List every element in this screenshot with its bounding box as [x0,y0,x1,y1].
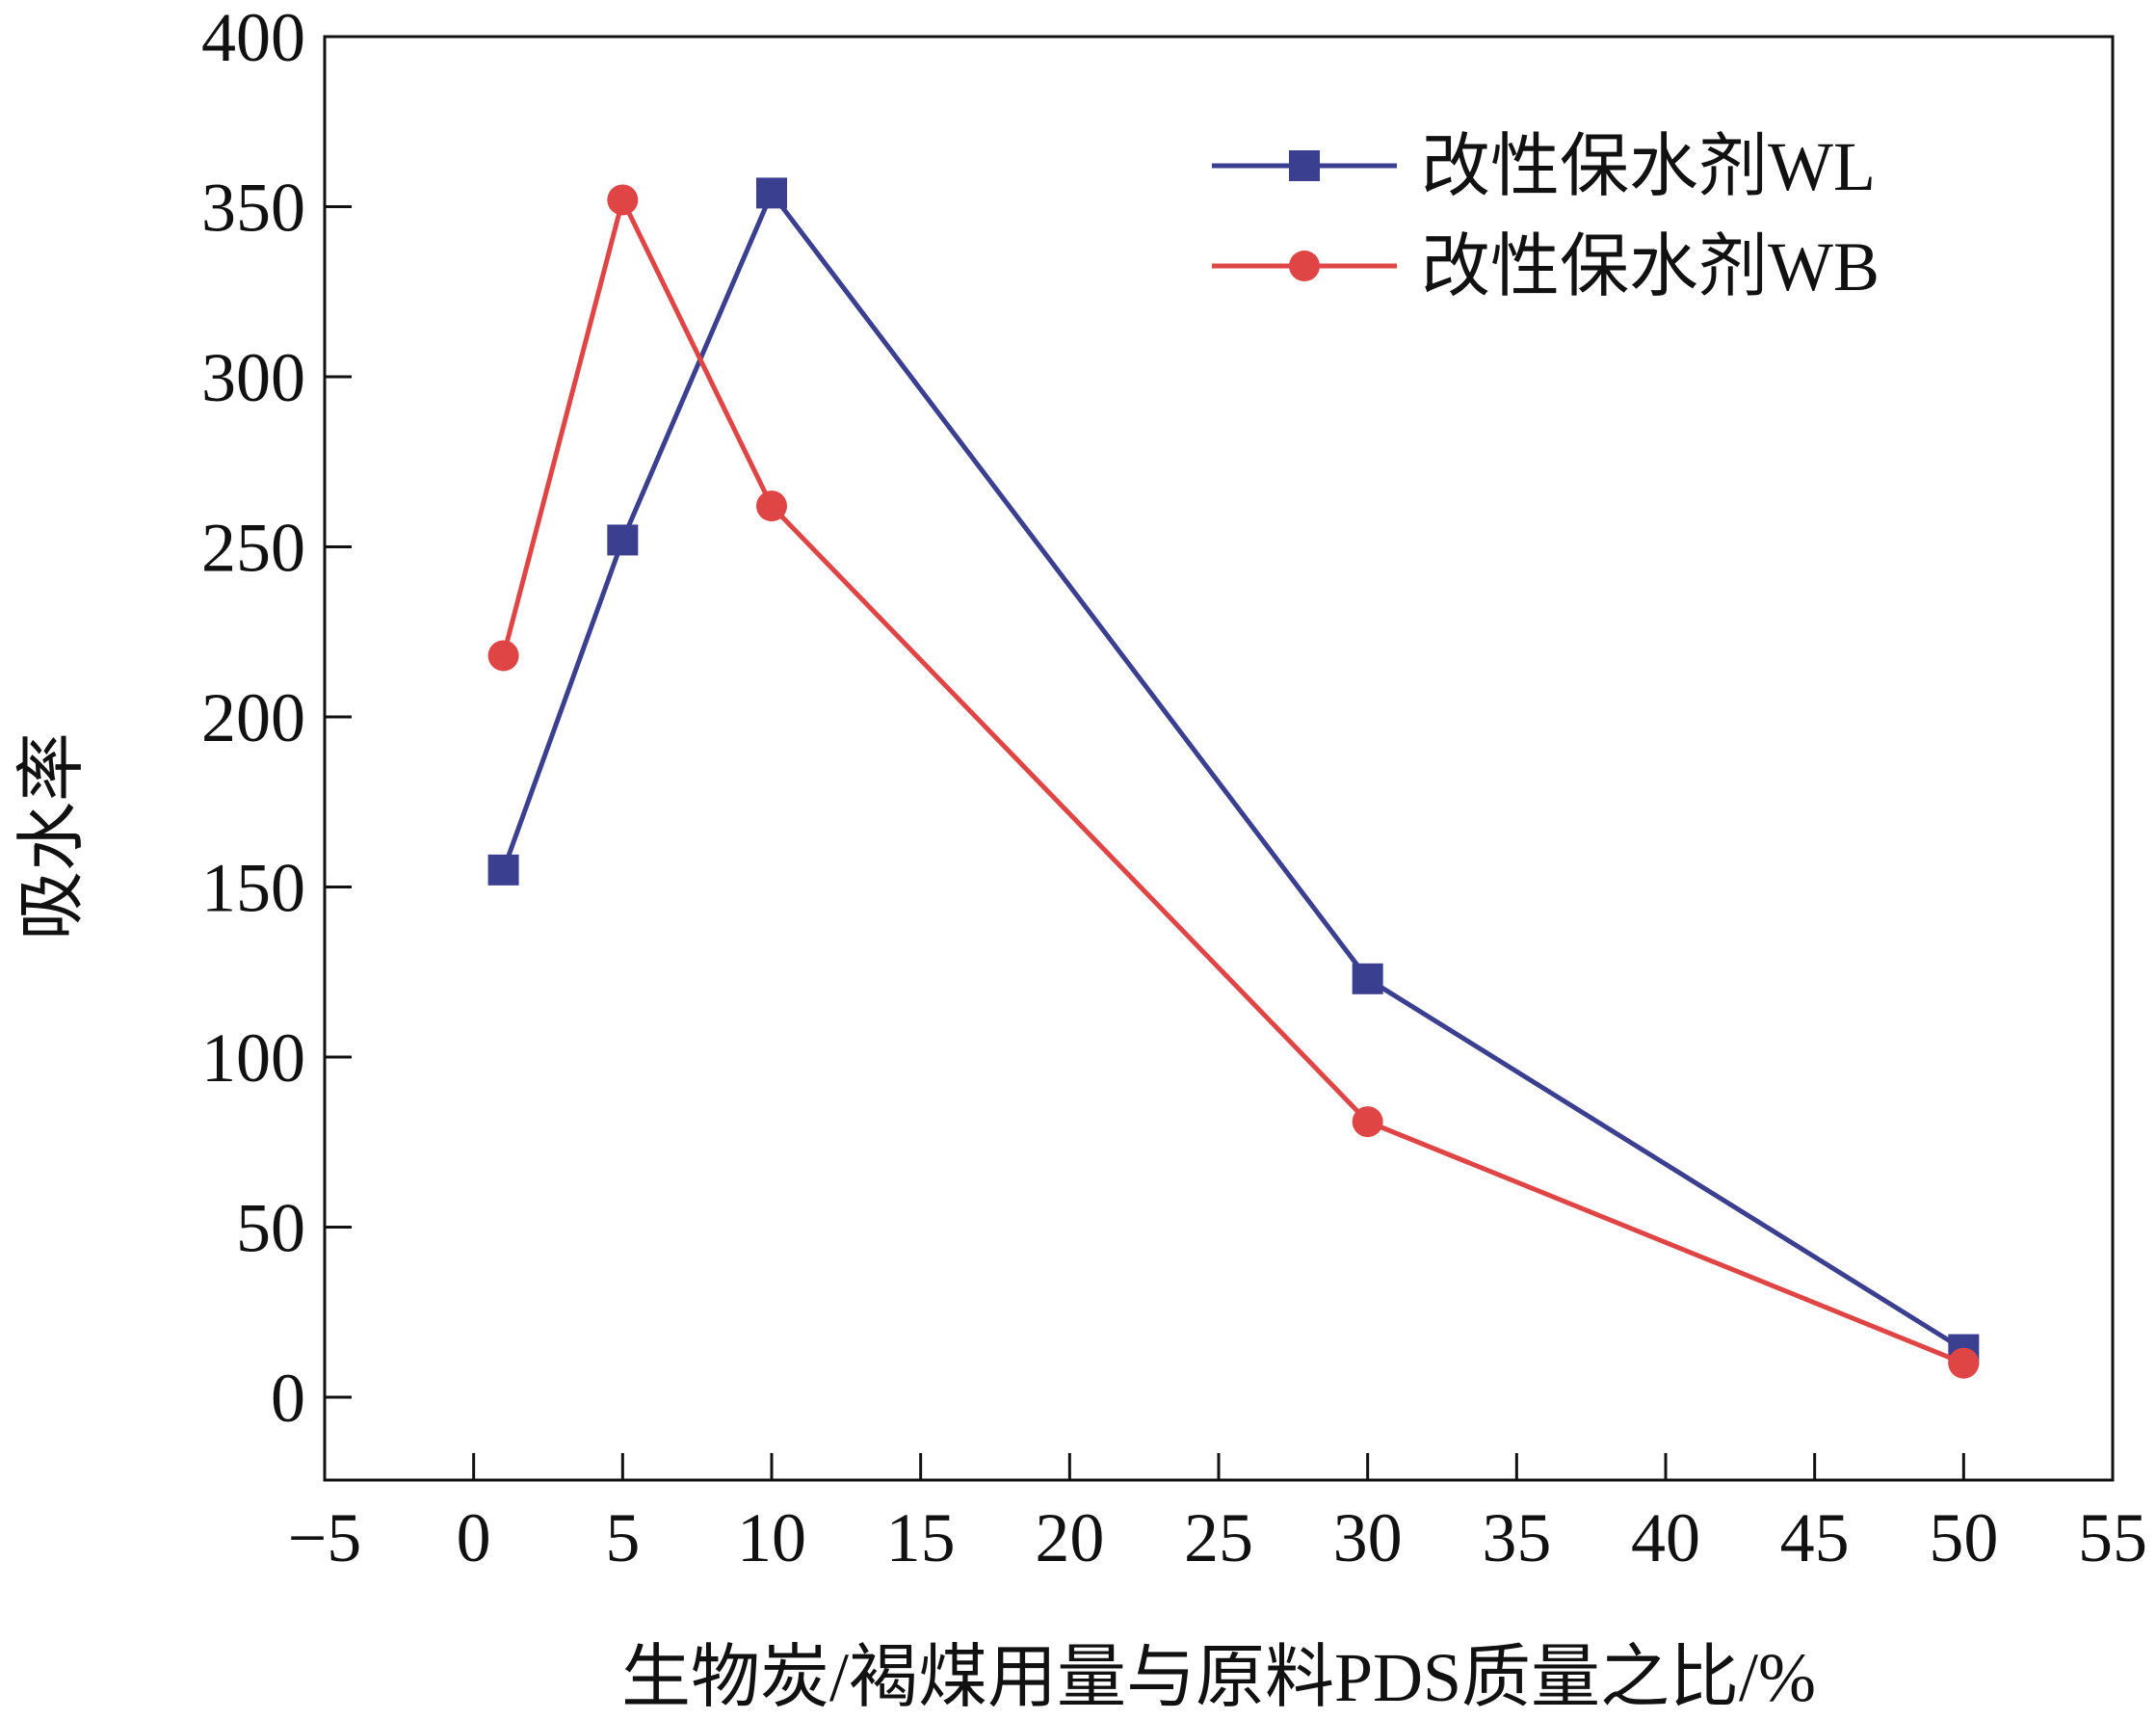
data-point-wb [1352,1106,1383,1138]
x-axis-title: 生物炭/褐煤用量与原料PDS质量之比/% [621,1639,1816,1716]
x-tick-label: 25 [1184,1499,1253,1576]
x-tick-label: 45 [1780,1499,1850,1576]
y-axis: 0 50 100 150 200 250 300 350 400 [201,0,352,1437]
x-tick-label: −5 [288,1499,362,1576]
data-point-wb [607,184,639,216]
y-tick-label: 0 [271,1360,305,1437]
legend-marker-wl [1289,150,1320,181]
x-tick-label: 0 [457,1499,491,1576]
x-tick-label: 55 [2078,1499,2147,1576]
x-tick-label: 50 [1929,1499,1998,1576]
y-tick-label: 100 [201,1019,305,1097]
x-tick-label: 10 [737,1499,806,1576]
data-point-wb [756,490,787,522]
series-layer [487,177,1980,1379]
x-tick-label: 35 [1482,1499,1551,1576]
legend: 改性保水剂WL 改性保水剂WB [1212,128,1880,305]
data-point-wb [1948,1347,1980,1379]
y-tick-label: 400 [201,0,305,76]
y-tick-label: 250 [201,510,305,587]
data-point-wl [756,177,787,209]
y-tick-label: 300 [201,339,305,416]
x-tick-label: 15 [886,1499,956,1576]
data-point-wl [607,524,639,556]
x-tick-label: 30 [1333,1499,1403,1576]
x-tick-label: 20 [1035,1499,1104,1576]
data-point-wb [487,640,519,672]
legend-marker-wb [1289,251,1320,281]
legend-label-wb: 改性保水剂WB [1421,228,1880,305]
y-tick-label: 200 [201,679,305,756]
x-tick-label: 40 [1631,1499,1700,1576]
x-tick-label: 5 [605,1499,640,1576]
y-axis-title: 吸水率 [13,732,91,940]
data-point-wl [487,854,519,886]
y-tick-label: 150 [201,850,305,927]
y-tick-label: 50 [236,1190,305,1267]
x-axis: −5 0 5 10 15 20 25 30 35 40 45 50 55 [288,1453,2147,1576]
series-line-wl [501,188,1965,1352]
y-tick-label: 350 [201,170,305,247]
legend-label-wl: 改性保水剂WL [1421,128,1876,205]
data-point-wl [1352,963,1383,994]
series-line-wb [501,193,1965,1366]
